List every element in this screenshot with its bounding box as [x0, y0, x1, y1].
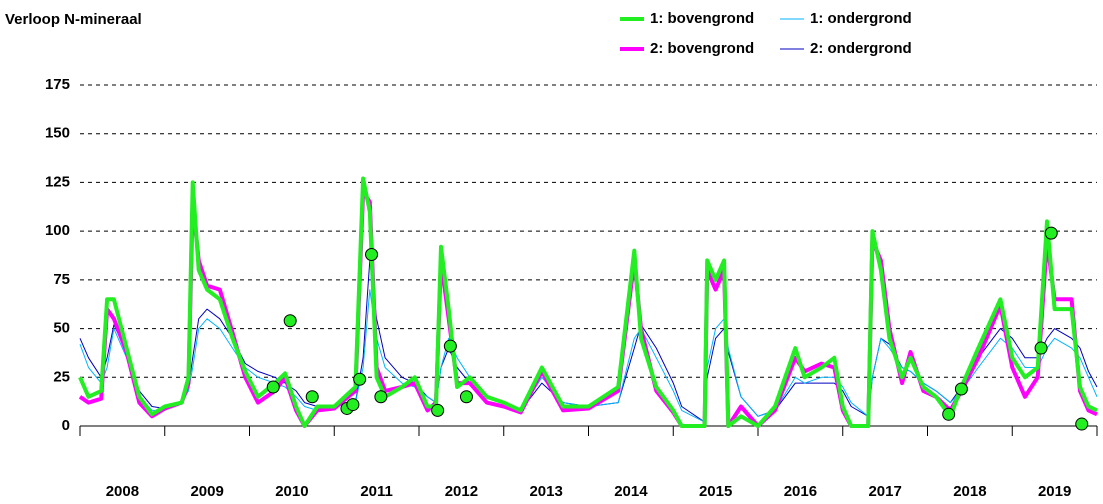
- measurement-point: [1044, 226, 1058, 240]
- measurement-point: [431, 403, 445, 417]
- x-tick-label: 2019: [1038, 483, 1071, 500]
- x-tick-label: 2012: [445, 483, 478, 500]
- measurement-point: [365, 248, 379, 262]
- measurement-point: [1034, 341, 1048, 355]
- legend-label: 1: bovengrond: [650, 10, 754, 27]
- x-tick-label: 2009: [190, 483, 223, 500]
- y-tick-label: 50: [53, 320, 70, 337]
- y-tick-label: 75: [53, 271, 70, 288]
- measurement-point: [283, 314, 297, 328]
- series-line: [78, 176, 1098, 428]
- x-tick-label: 2016: [784, 483, 817, 500]
- x-tick-label: 2013: [529, 483, 562, 500]
- legend-label: 2: bovengrond: [650, 40, 754, 57]
- y-tick-label: 0: [62, 417, 70, 434]
- x-tick-label: 2018: [953, 483, 986, 500]
- measurement-point: [374, 390, 388, 404]
- x-tick-label: 2014: [614, 483, 648, 500]
- legend-label: 1: ondergrond: [810, 10, 912, 27]
- measurement-point: [443, 339, 457, 353]
- y-tick-label: 100: [45, 222, 70, 239]
- measurement-point: [305, 390, 319, 404]
- x-tick-label: 2010: [275, 483, 308, 500]
- y-tick-label: 125: [45, 173, 70, 190]
- x-tick-label: 2017: [868, 483, 901, 500]
- measurement-point: [942, 407, 956, 421]
- series-line: [78, 190, 1098, 428]
- measurement-point: [1075, 417, 1089, 431]
- y-tick-label: 150: [45, 125, 70, 142]
- y-tick-label: 175: [45, 76, 70, 93]
- legend-label: 2: ondergrond: [810, 40, 912, 57]
- measurement-point: [353, 372, 367, 386]
- x-tick-label: 2011: [360, 483, 393, 500]
- x-tick-label: 2008: [106, 483, 139, 500]
- x-tick-label: 2015: [699, 483, 732, 500]
- measurement-point: [459, 390, 473, 404]
- y-tick-label: 25: [53, 368, 70, 385]
- chart-title: Verloop N-mineraal: [5, 11, 142, 28]
- measurement-point: [266, 380, 280, 394]
- measurement-point: [954, 382, 968, 396]
- measurement-point: [346, 398, 360, 412]
